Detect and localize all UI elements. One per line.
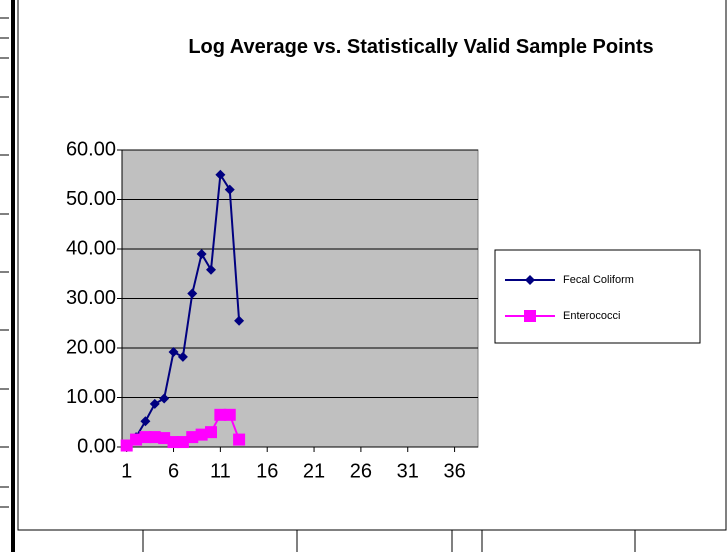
chart-title: Log Average vs. Statistically Valid Samp… xyxy=(188,36,654,58)
marker xyxy=(140,416,151,427)
marker xyxy=(149,398,160,409)
x-tick-label: 36 xyxy=(443,460,465,482)
marker xyxy=(130,433,143,446)
marker xyxy=(525,275,535,285)
legend-label: Fecal Coliform xyxy=(563,274,634,286)
x-tick-label: 21 xyxy=(303,460,325,482)
y-tick-label: 10.00 xyxy=(66,386,116,408)
x-tick-label: 11 xyxy=(210,460,231,482)
marker xyxy=(187,288,198,299)
x-tick-label: 1 xyxy=(121,460,132,482)
y-tick-label: 20.00 xyxy=(66,336,116,358)
marker xyxy=(524,310,536,322)
y-tick-label: 30.00 xyxy=(66,287,116,309)
x-tick-label: 26 xyxy=(350,460,372,482)
x-tick-label: 16 xyxy=(256,460,278,482)
marker xyxy=(214,408,227,421)
marker xyxy=(148,431,161,444)
marker xyxy=(223,408,236,421)
marker xyxy=(177,351,188,362)
marker xyxy=(205,426,217,439)
marker xyxy=(233,433,246,446)
marker xyxy=(120,439,133,452)
y-tick-label: 40.00 xyxy=(66,237,116,259)
marker xyxy=(167,436,180,449)
marker xyxy=(176,436,189,449)
marker xyxy=(206,264,216,275)
legend xyxy=(494,249,701,344)
y-tick-label: 50.00 xyxy=(66,188,116,210)
x-tick-label: 31 xyxy=(397,460,419,482)
marker xyxy=(195,428,208,441)
marker xyxy=(168,346,179,357)
marker xyxy=(234,315,245,326)
marker xyxy=(186,431,199,444)
marker xyxy=(158,432,171,445)
y-tick-label: 0.00 xyxy=(77,435,116,457)
marker xyxy=(159,393,170,404)
marker xyxy=(196,248,207,259)
marker xyxy=(224,184,235,195)
legend-label: Enterococci xyxy=(563,310,620,322)
marker xyxy=(139,431,152,444)
sheet-border xyxy=(11,0,15,552)
marker xyxy=(215,169,226,180)
y-tick-label: 60.00 xyxy=(66,138,116,160)
x-tick-label: 6 xyxy=(168,460,179,482)
